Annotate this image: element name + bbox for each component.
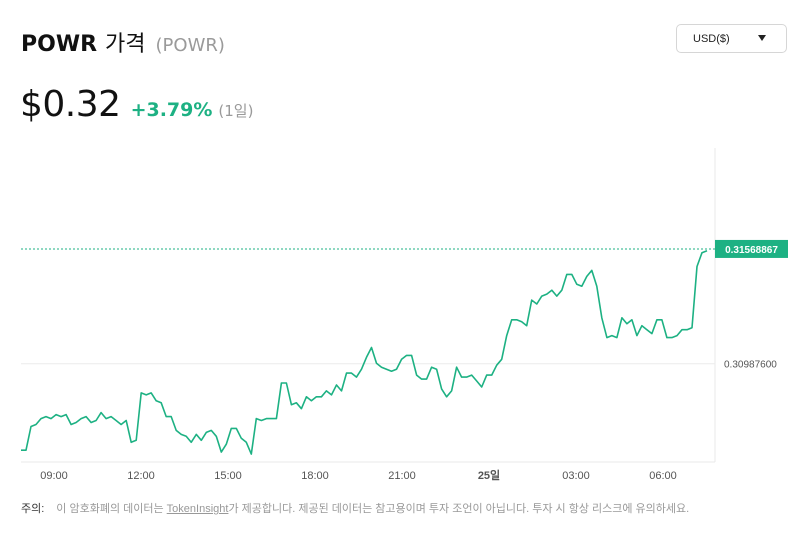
price-change: +3.79% bbox=[130, 99, 213, 121]
price-chart[interactable]: 0.30987600 09:00 12:00 15:00 18:00 21:00 25일 03… bbox=[0, 140, 811, 490]
x-tick-label: 06:00 bbox=[649, 470, 677, 482]
chevron-down-icon bbox=[758, 35, 766, 41]
x-tick-label: 09:00 bbox=[40, 470, 68, 482]
y-tick-label: 0.30987600 bbox=[724, 360, 777, 371]
current-price-tag bbox=[715, 239, 788, 258]
price-summary: $0.32 +3.79% (1일) bbox=[20, 84, 253, 125]
price-line bbox=[21, 249, 708, 455]
disclaimer: 주의: 이 암호화폐의 데이터는 TokenInsight가 제공합니다. 제공된… bbox=[21, 502, 791, 517]
current-price-label: 0.31568867 bbox=[725, 245, 778, 256]
coin-name: POWR bbox=[21, 32, 98, 57]
disclaimer-text-after: 가 제공합니다. 제공된 데이터는 참고용이며 투자 조언이 아닙니다. 투자 … bbox=[228, 503, 690, 515]
price-word: 가격 bbox=[105, 32, 146, 57]
page-title: POWR 가격 (POWR) bbox=[21, 26, 225, 58]
x-tick-label: 12:00 bbox=[127, 470, 155, 482]
currency-selected-value: USD($) bbox=[693, 32, 730, 45]
x-tick-label: 15:00 bbox=[214, 470, 242, 482]
currency-select[interactable]: USD($) bbox=[676, 24, 787, 53]
current-price: $0.32 bbox=[20, 84, 121, 125]
x-tick-label: 21:00 bbox=[388, 470, 416, 482]
coin-symbol: (POWR) bbox=[155, 35, 225, 56]
disclaimer-text-before: 이 암호화폐의 데이터는 bbox=[56, 503, 164, 515]
x-tick-label: 18:00 bbox=[301, 470, 329, 482]
disclaimer-label: 주의: bbox=[21, 503, 45, 515]
price-change-period: (1일) bbox=[218, 102, 254, 120]
x-tick-label: 03:00 bbox=[562, 470, 590, 482]
tokeninsight-link[interactable]: TokenInsight bbox=[166, 503, 229, 515]
x-tick-label: 25일 bbox=[478, 468, 500, 482]
